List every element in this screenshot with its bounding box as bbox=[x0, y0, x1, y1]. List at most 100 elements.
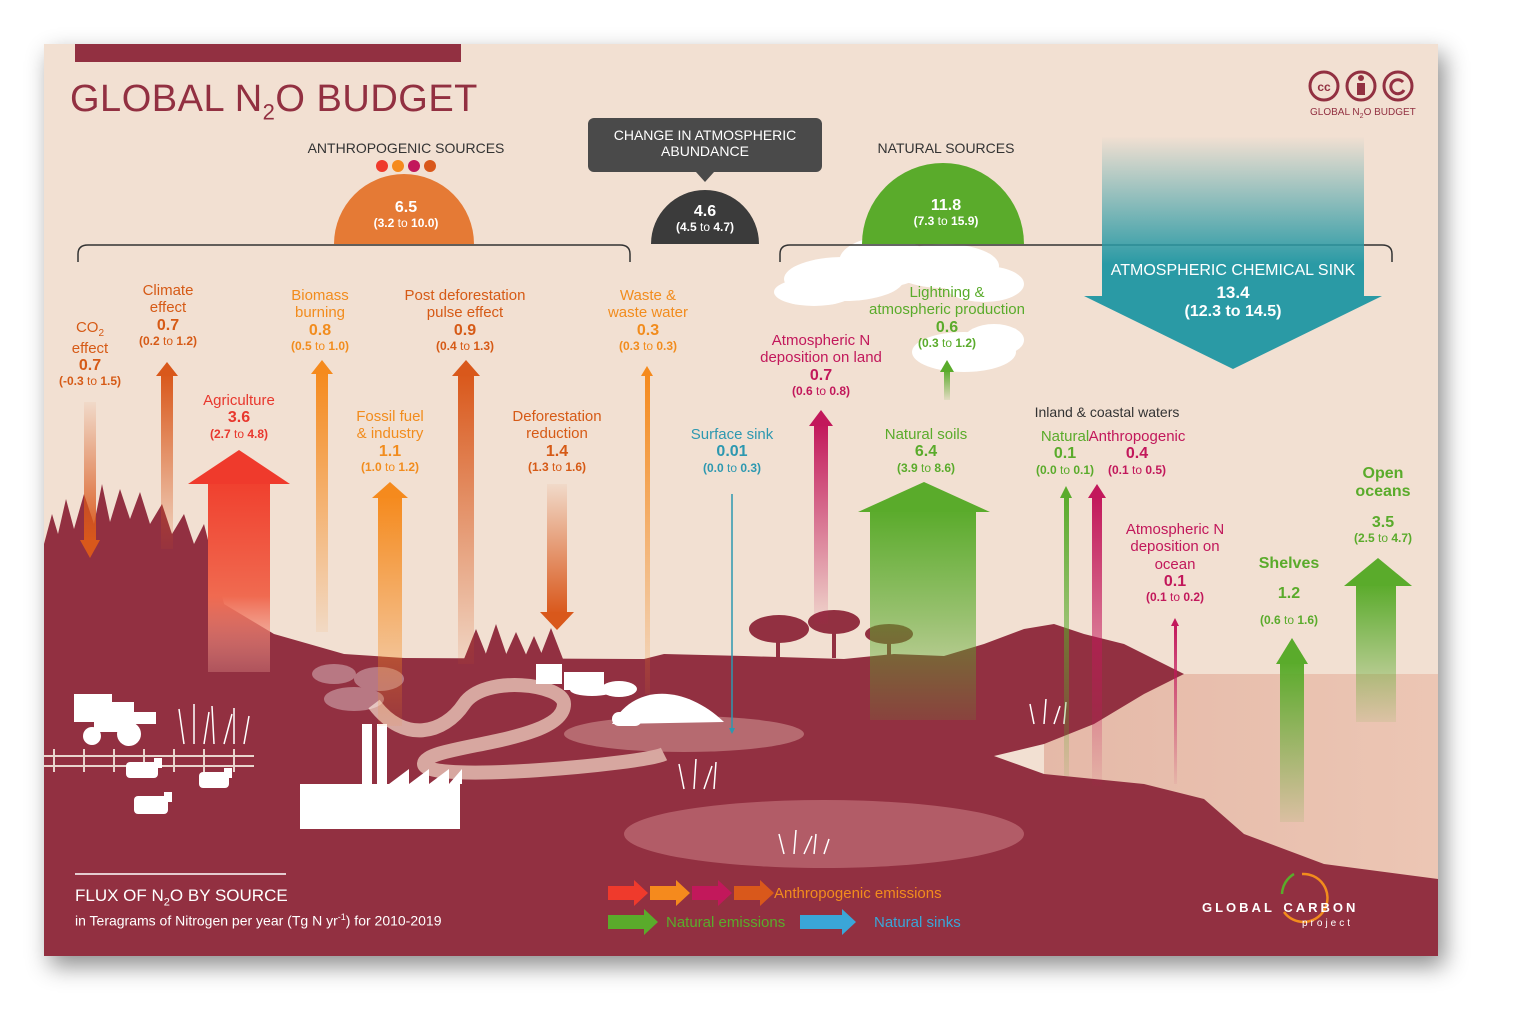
page-title: GLOBAL N2O BUDGET bbox=[70, 78, 478, 125]
arrowhead-climate-effect bbox=[156, 362, 178, 376]
arrowhead-deforestation-reduction bbox=[540, 612, 574, 630]
flux-inland-anthropogenic: Anthropogenic 0.4 (0.1 to 0.5) bbox=[1088, 428, 1186, 477]
change-box-label: CHANGE IN ATMOSPHERIC ABUNDANCE bbox=[613, 127, 797, 160]
sa-icon bbox=[1389, 78, 1406, 96]
natural-sources-dome bbox=[862, 163, 1024, 244]
change-dome bbox=[651, 190, 759, 244]
arrow-co2-effect bbox=[84, 402, 96, 542]
forest-center bbox=[464, 624, 563, 659]
flux-fossil-fuel: Fossil fuel & industry 1.1 (1.0 to 1.2) bbox=[356, 408, 424, 474]
anthropogenic-total-value: 6.5 bbox=[394, 199, 418, 216]
license-icons bbox=[1308, 70, 1414, 102]
footer-title: FLUX OF N2O BY SOURCE bbox=[75, 886, 288, 909]
anthropogenic-bracket bbox=[77, 244, 631, 262]
inland-header: Inland & coastal waters bbox=[1034, 404, 1180, 420]
top-bar bbox=[75, 44, 461, 62]
arrowhead-waste bbox=[641, 366, 653, 376]
arrow-fossil-fuel bbox=[378, 496, 402, 726]
arrow-inland-natural bbox=[1064, 496, 1069, 776]
flux-biomass-burning: Biomass burning 0.8 (0.5 to 1.0) bbox=[290, 287, 350, 353]
arrowhead-fossil-fuel bbox=[372, 482, 408, 498]
cc-icon: cc bbox=[1317, 80, 1331, 94]
flux-shelves: Shelves 1.2 (0.6 to 1.6) bbox=[1258, 555, 1320, 627]
flux-lightning: Lightning & atmospheric production 0.6 (0… bbox=[869, 284, 1025, 350]
anthropogenic-total: 6.5 (3.2 to 10.0) bbox=[373, 199, 439, 231]
arrowhead-agriculture bbox=[188, 450, 290, 484]
harvester-icon bbox=[74, 694, 156, 746]
arrow-inland-anthropogenic bbox=[1092, 496, 1102, 786]
arrowhead-inland-natural bbox=[1060, 486, 1072, 498]
legend-natural-arrow bbox=[608, 909, 658, 935]
change-total: 4.6 (4.5 to 4.7) bbox=[675, 203, 735, 235]
logo-ring-green bbox=[1280, 872, 1295, 895]
source-dot-red bbox=[376, 160, 388, 172]
flux-inland-natural: Natural 0.1 (0.0 to 0.1) bbox=[1035, 428, 1095, 477]
arrowhead-post-deforestation bbox=[452, 360, 480, 376]
source-dot-orange bbox=[392, 160, 404, 172]
flux-natural-soils: Natural soils 6.4 (3.9 to 8.6) bbox=[884, 426, 968, 475]
natural-bracket bbox=[779, 244, 1393, 262]
flux-agriculture: Agriculture 3.6 (2.7 to 4.8) bbox=[203, 392, 275, 441]
arrow-n-deposition-land bbox=[814, 424, 828, 624]
flux-open-oceans: Open oceans 3.5 (2.5 to 4.7) bbox=[1353, 465, 1413, 546]
legend-sink-arrow bbox=[800, 909, 856, 935]
river bbox=[368, 678, 668, 780]
arrow-lightning bbox=[944, 370, 950, 400]
clouds bbox=[774, 237, 1024, 372]
legend-natural-label: Natural emissions bbox=[666, 914, 786, 931]
arrowhead-n-deposition-land bbox=[809, 410, 833, 426]
scene-illustration: cc bbox=[44, 44, 1438, 956]
source-dot-darkorange bbox=[424, 160, 436, 172]
global-carbon-project-logo: GLOBAL CARBON project bbox=[1202, 900, 1359, 929]
arrow-biomass-burning bbox=[316, 372, 328, 632]
atmospheric-sink-arrow bbox=[1084, 136, 1382, 369]
callout-pointer bbox=[696, 172, 714, 182]
arrow-agriculture bbox=[208, 482, 270, 672]
arrowhead-shelves bbox=[1276, 638, 1308, 664]
logo-ring-icon bbox=[1282, 872, 1329, 924]
wastewater-plant-icon bbox=[536, 664, 724, 726]
license-label: GLOBAL N2O BUDGET bbox=[1310, 107, 1416, 120]
natural-header: NATURAL SOURCES bbox=[877, 140, 1015, 156]
lake bbox=[624, 800, 1024, 868]
atmospheric-sink-label: ATMOSPHERIC CHEMICAL SINK 13.4 (12.3 to … bbox=[1110, 262, 1356, 320]
arrow-waste bbox=[645, 374, 650, 694]
flux-surface-sink: Surface sink 0.01 (0.0 to 0.3) bbox=[690, 426, 774, 475]
anthropogenic-header: ANTHROPOGENIC SOURCES bbox=[307, 140, 505, 156]
flux-waste: Waste & waste water 0.3 (0.3 to 0.3) bbox=[607, 287, 689, 353]
arrowhead-lightning bbox=[940, 360, 954, 372]
flux-post-deforestation: Post deforestation pulse effect 0.9 (0.4 … bbox=[404, 287, 526, 353]
flux-co2-effect: CO2 effect 0.7 (-0.3 to 1.5) bbox=[58, 319, 122, 389]
factory-icon bbox=[300, 724, 462, 829]
change-value: 4.6 bbox=[693, 203, 717, 220]
arrowhead-open-oceans bbox=[1344, 558, 1412, 586]
cow-icons bbox=[126, 758, 232, 814]
arrow-open-oceans bbox=[1356, 584, 1396, 722]
arrowhead-natural-soils bbox=[858, 482, 990, 512]
legend-sinks-label: Natural sinks bbox=[874, 914, 961, 931]
legend-anthropogenic-label: Anthropogenic emissions bbox=[774, 885, 942, 902]
arrow-climate-effect bbox=[161, 374, 173, 549]
arrowhead-n-deposition-ocean bbox=[1171, 618, 1179, 626]
legend-anthropogenic-arrows bbox=[608, 880, 774, 906]
flux-deforestation-reduction: Deforestation reduction 1.4 (1.3 to 1.6) bbox=[512, 408, 602, 474]
by-icon bbox=[1357, 75, 1365, 95]
natural-total: 11.8 (7.3 to 15.9) bbox=[913, 197, 979, 229]
natural-total-value: 11.8 bbox=[930, 197, 962, 214]
arrowhead-surface-sink bbox=[729, 728, 735, 734]
arrow-post-deforestation bbox=[458, 374, 474, 664]
footer-subtitle: in Teragrams of Nitrogen per year (Tg N … bbox=[75, 912, 442, 929]
arrowhead-inland-anthropogenic bbox=[1088, 484, 1106, 498]
arrow-shelves bbox=[1280, 662, 1304, 822]
arrowhead-co2-effect bbox=[80, 540, 100, 558]
source-dot-magenta bbox=[408, 160, 420, 172]
arrow-natural-soils bbox=[870, 510, 976, 720]
anthropogenic-sources-dome bbox=[334, 174, 474, 244]
flux-climate-effect: Climate effect 0.7 (0.2 to 1.2) bbox=[138, 282, 198, 348]
reeds bbox=[178, 698, 1067, 855]
change-callout-box bbox=[588, 118, 822, 172]
arrowhead-biomass-burning bbox=[311, 360, 333, 374]
arrow-n-deposition-ocean bbox=[1174, 624, 1177, 784]
